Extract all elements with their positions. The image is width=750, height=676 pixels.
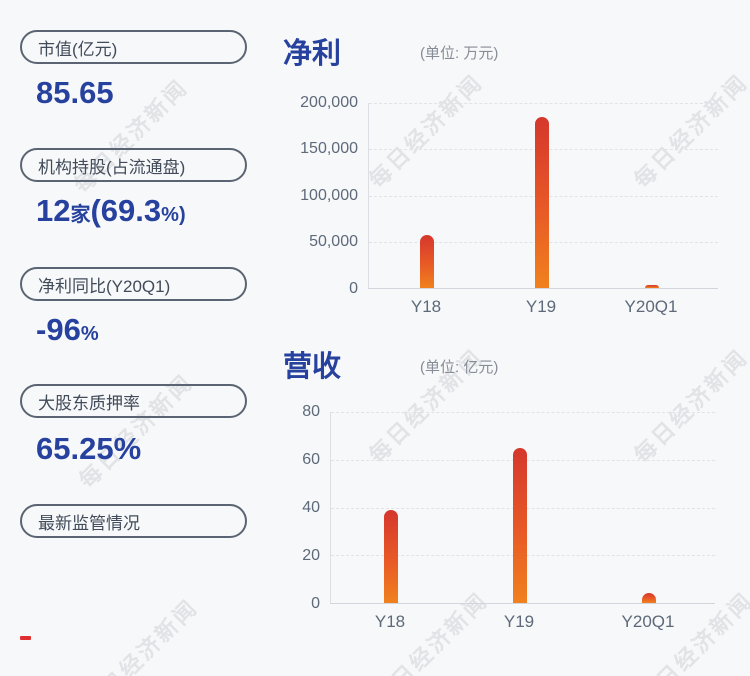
x-axis-label: Y19 <box>503 612 535 631</box>
regulation-value-dash <box>20 636 31 640</box>
x-axis-label: Y20Q1 <box>624 297 678 316</box>
y-axis-tick: 20 <box>302 547 320 564</box>
y-axis-tick: 0 <box>349 280 358 297</box>
y-axis-tick: 40 <box>302 499 320 516</box>
y-axis-tick: 80 <box>302 403 320 420</box>
bar-net-profit-y18 <box>420 235 434 288</box>
bar-revenue-y20q1 <box>642 593 656 603</box>
stat-pill-pledge-ratio: 大股东质押率 <box>20 384 247 418</box>
net-profit-chart-unit: (单位: 万元) <box>420 45 499 62</box>
y-axis-tick: 100,000 <box>300 187 358 204</box>
bar-net-profit-y19 <box>535 116 549 288</box>
net-profit-plot-area <box>368 103 718 289</box>
stat-pill-market-cap: 市值(亿元) <box>20 30 247 64</box>
y-axis-tick: 150,000 <box>300 140 358 157</box>
stat-label: 净利同比(Y20Q1) <box>38 276 171 296</box>
watermark-text: 每日经济新闻 <box>79 594 203 676</box>
stat-value-market-cap: 85.65 <box>36 75 114 110</box>
bar-revenue-y18 <box>384 509 398 603</box>
revenue-plot-area <box>330 412 715 604</box>
revenue-chart-title: 营收 <box>283 351 342 383</box>
bar-revenue-y19 <box>513 447 527 603</box>
stat-pill-net-profit-yoy: 净利同比(Y20Q1) <box>20 267 247 301</box>
y-axis-tick: 200,000 <box>300 94 358 111</box>
stat-pill-institutional-holding: 机构持股(占流通盘) <box>20 148 247 182</box>
stat-value-pledge-ratio: 65.25% <box>36 431 142 466</box>
stat-label: 市值(亿元) <box>38 39 118 59</box>
stat-label: 机构持股(占流通盘) <box>38 157 186 177</box>
x-axis-label: Y18 <box>374 612 406 631</box>
x-axis-label: Y20Q1 <box>621 612 675 631</box>
gridline <box>369 103 718 104</box>
stat-label: 大股东质押率 <box>38 393 140 413</box>
stat-label: 最新监管情况 <box>38 513 140 533</box>
stat-value-net-profit-yoy: -96% <box>36 312 99 347</box>
x-axis-label: Y19 <box>525 297 557 316</box>
stat-value-institutional-holding: 12 家 (69.3%) <box>36 193 186 228</box>
y-axis-tick: 50,000 <box>309 233 358 250</box>
stat-pill-latest-regulation: 最新监管情况 <box>20 504 247 538</box>
y-axis-tick: 60 <box>302 451 320 468</box>
y-axis-tick: 0 <box>311 595 320 612</box>
gridline <box>331 412 715 413</box>
bar-net-profit-y20q1 <box>645 285 659 288</box>
net-profit-chart-title: 净利 <box>283 38 342 70</box>
x-axis-label: Y18 <box>410 297 442 316</box>
revenue-chart-unit: (单位: 亿元) <box>420 359 499 376</box>
